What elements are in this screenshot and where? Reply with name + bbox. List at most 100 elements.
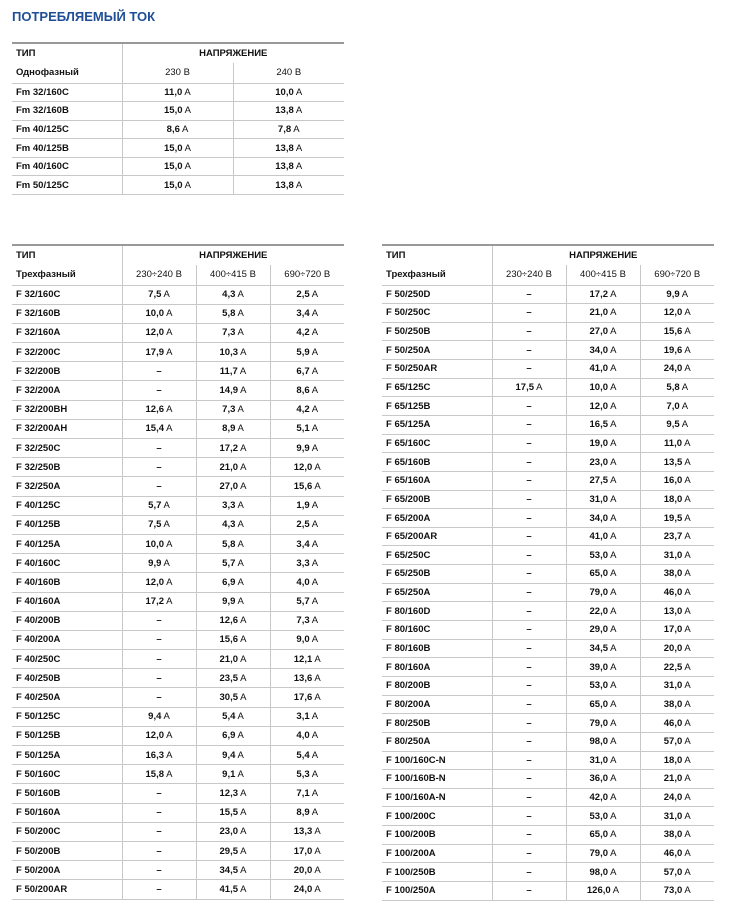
data-row: F 100/160C-N –31,0 A 18,0 A [382, 751, 714, 771]
current-value: 12,1 A [269, 649, 344, 670]
data-row: F 40/250A –30,5 A 17,6 A [12, 687, 344, 708]
data-row: F 80/160A –39,0 A 22,5 A [382, 657, 714, 677]
current-value: – [121, 822, 196, 842]
current-value: 7,0 A [639, 396, 714, 416]
pump-type: Fm 40/125C [12, 120, 122, 140]
current-value: – [121, 860, 196, 881]
data-row: F 80/250A –98,0 A 57,0 A [382, 732, 714, 752]
pump-type: F 80/200A [382, 695, 492, 715]
pump-type: F 100/200B [382, 825, 492, 845]
current-value: 46,0 A [639, 583, 714, 603]
current-value: 21,0 A [195, 649, 270, 670]
pump-type: F 80/200B [382, 676, 492, 696]
current-value: 23,0 A [195, 822, 270, 842]
data-row: F 40/160A 17,2 A 9,9 A 5,7 A [12, 592, 344, 612]
voltage-header: НАПРЯЖЕНИЕ [121, 42, 344, 63]
pump-type: F 50/250A [382, 340, 492, 361]
data-row: F 65/125B –12,0 A 7,0 A [382, 396, 714, 416]
data-row: F 50/200B –29,5 A 17,0 A [12, 841, 344, 862]
current-value: 17,2 A [121, 592, 196, 612]
current-value: 17,2 A [565, 285, 640, 305]
current-value: 7,3 A [195, 323, 270, 344]
current-value: – [121, 841, 196, 862]
data-row: F 100/160A-N –42,0 A 24,0 A [382, 788, 714, 808]
pump-type: F 100/160A-N [382, 788, 492, 808]
current-value: 13,5 A [639, 452, 714, 472]
data-row: F 50/250AR –41,0 A 24,0 A [382, 359, 714, 379]
voltage-column: 240 В [232, 63, 344, 84]
pump-type: F 50/200B [12, 841, 122, 862]
data-row: F 50/200A –34,5 A 20,0 A [12, 860, 344, 881]
data-row: Fm 32/160B 15,0 A 13,8 A [12, 101, 344, 121]
pump-type: F 65/125C [382, 378, 492, 398]
current-value: 20,0 A [639, 639, 714, 659]
pump-type: F 40/250B [12, 668, 122, 689]
pump-type: F 65/160A [382, 471, 492, 491]
current-value: 11,7 A [195, 361, 270, 382]
current-value: 19,6 A [639, 340, 714, 361]
phase-label: Трехфазный [12, 265, 122, 286]
data-row: F 50/200AR –41,5 A 24,0 A [12, 879, 344, 900]
current-value: – [491, 620, 566, 640]
page-title: ПОТРЕБЛЯЕМЫЙ ТОК [12, 9, 156, 24]
current-value: 3,4 A [269, 534, 344, 555]
data-row: F 80/160B –34,5 A 20,0 A [382, 639, 714, 659]
current-value: – [491, 303, 566, 323]
current-value: 31,0 A [565, 751, 640, 771]
current-value: 11,0 A [121, 83, 233, 103]
pump-type: F 32/250A [12, 476, 122, 497]
current-value: 22,0 A [565, 601, 640, 622]
subheader-row: Однофазный 230 В 240 В [12, 63, 344, 84]
current-value: 13,8 A [232, 175, 344, 196]
current-value: 27,0 A [195, 476, 270, 497]
pump-type: F 40/250A [12, 687, 122, 708]
current-value: 41,0 A [565, 527, 640, 547]
current-value: 8,6 A [121, 120, 233, 140]
current-value: 18,0 A [639, 751, 714, 771]
current-value: 5,8 A [195, 534, 270, 555]
current-value: – [491, 564, 566, 584]
current-value: – [491, 713, 566, 733]
data-row: Fm 40/160C 15,0 A 13,8 A [12, 157, 344, 177]
pump-type: F 50/250B [382, 322, 492, 342]
current-value: 17,9 A [121, 342, 196, 363]
current-value: 4,2 A [269, 323, 344, 344]
three-phase-table: ТИП НАПРЯЖЕНИЕ Трехфазный 230÷240 В 400÷415 … [12, 244, 344, 900]
pump-type: F 65/125A [382, 415, 492, 435]
pump-type: F 100/160B-N [382, 769, 492, 789]
pump-type: F 50/200AR [12, 879, 122, 900]
pump-type: F 50/200C [12, 822, 122, 842]
current-value: – [121, 783, 196, 804]
header-row: ТИП НАПРЯЖЕНИЕ [12, 244, 344, 265]
current-value: – [491, 322, 566, 342]
current-value: 19,0 A [565, 434, 640, 454]
current-value: 79,0 A [565, 844, 640, 864]
type-header: ТИП [382, 244, 492, 265]
current-value: 15,8 A [121, 764, 196, 785]
current-value: 20,0 A [269, 860, 344, 881]
data-row: F 65/200AR –41,0 A 23,7 A [382, 527, 714, 547]
current-value: 9,9 A [121, 553, 196, 574]
current-value: – [491, 695, 566, 715]
current-value: – [491, 415, 566, 435]
three-phase-table: ТИП НАПРЯЖЕНИЕ Трехфазный 230÷240 В 400÷415 … [382, 244, 714, 901]
current-value: 13,8 A [232, 101, 344, 121]
pump-type: F 32/160C [12, 285, 122, 305]
data-row: F 100/200C –53,0 A 31,0 A [382, 806, 714, 827]
current-value: – [491, 788, 566, 808]
current-value: – [491, 751, 566, 771]
current-value: 57,0 A [639, 732, 714, 752]
data-row: F 80/160C –29,0 A 17,0 A [382, 620, 714, 640]
current-value: 11,0 A [639, 434, 714, 454]
current-value: 10,0 A [121, 304, 196, 324]
current-value: 23,0 A [565, 452, 640, 472]
current-value: 12,0 A [121, 572, 196, 593]
pump-type: F 100/250A [382, 881, 492, 901]
current-value: 6,7 A [269, 361, 344, 382]
pump-type: F 50/160C [12, 764, 122, 785]
current-value: – [491, 825, 566, 845]
current-value: 15,6 A [195, 630, 270, 651]
current-value: 17,0 A [639, 620, 714, 640]
data-row: F 65/125A –16,5 A 9,5 A [382, 415, 714, 435]
data-row: F 65/160B –23,0 A 13,5 A [382, 452, 714, 472]
